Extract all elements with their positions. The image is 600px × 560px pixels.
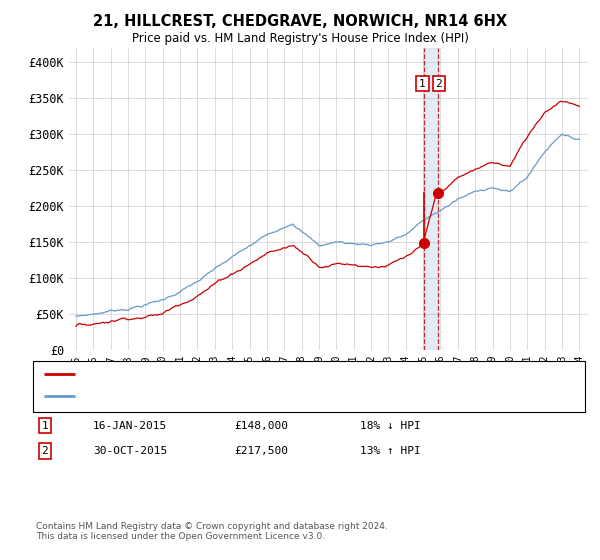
Text: 2: 2 <box>41 446 49 456</box>
Text: 16-JAN-2015: 16-JAN-2015 <box>93 421 167 431</box>
Text: 1: 1 <box>41 421 49 431</box>
Text: HPI: Average price, semi-detached house, South Norfolk: HPI: Average price, semi-detached house,… <box>82 391 375 401</box>
Text: 2: 2 <box>436 78 442 88</box>
Text: 18% ↓ HPI: 18% ↓ HPI <box>360 421 421 431</box>
Text: 13% ↑ HPI: 13% ↑ HPI <box>360 446 421 456</box>
Text: £217,500: £217,500 <box>234 446 288 456</box>
Text: Price paid vs. HM Land Registry's House Price Index (HPI): Price paid vs. HM Land Registry's House … <box>131 32 469 45</box>
Text: £148,000: £148,000 <box>234 421 288 431</box>
Bar <box>424 48 437 350</box>
Text: 21, HILLCREST, CHEDGRAVE, NORWICH, NR14 6HX: 21, HILLCREST, CHEDGRAVE, NORWICH, NR14 … <box>93 14 507 29</box>
Text: Contains HM Land Registry data © Crown copyright and database right 2024.
This d: Contains HM Land Registry data © Crown c… <box>36 522 388 542</box>
Text: 1: 1 <box>419 78 426 88</box>
Text: 21, HILLCREST, CHEDGRAVE, NORWICH, NR14 6HX (semi-detached house): 21, HILLCREST, CHEDGRAVE, NORWICH, NR14 … <box>82 369 470 379</box>
Text: 30-OCT-2015: 30-OCT-2015 <box>93 446 167 456</box>
